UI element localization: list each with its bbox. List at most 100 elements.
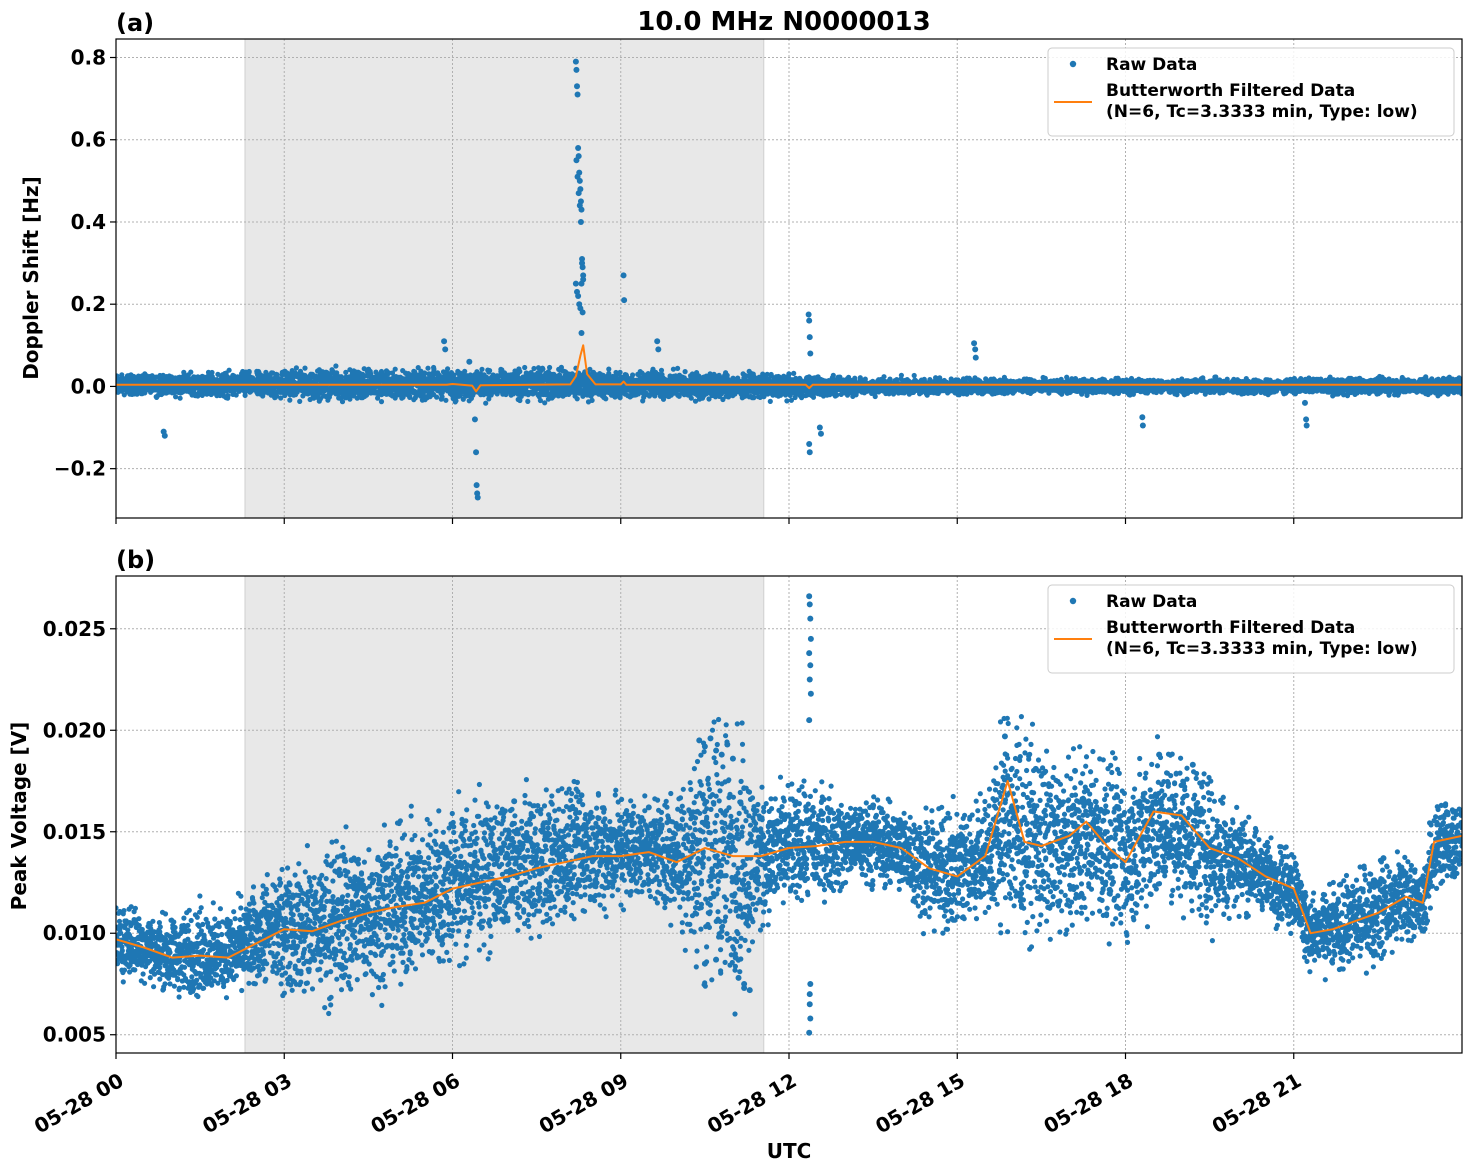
raw-data-point — [579, 260, 585, 266]
raw-data-point — [806, 650, 812, 656]
raw-data-point — [807, 662, 813, 668]
raw-data-point — [1190, 762, 1196, 768]
raw-data-point — [807, 981, 813, 987]
figure-title: 10.0 MHz N0000013 — [637, 7, 930, 37]
y-tick-label: −0.2 — [54, 457, 106, 481]
raw-data-point — [574, 83, 580, 89]
raw-data-point — [578, 330, 584, 336]
x-tick-label: 05-28 09 — [535, 1068, 633, 1138]
raw-data-point — [575, 92, 581, 98]
raw-data-point — [573, 67, 579, 73]
raw-data-point — [806, 311, 812, 317]
raw-data-point — [575, 145, 581, 151]
raw-data-point — [817, 425, 823, 431]
raw-data-point — [466, 359, 472, 365]
panel-a-label: (a) — [116, 9, 154, 37]
raw-data-point — [578, 792, 584, 798]
raw-data-point — [808, 636, 814, 642]
legend-raw-marker — [1070, 598, 1076, 604]
raw-data-point — [818, 431, 824, 437]
raw-data-point — [1303, 416, 1309, 422]
panel-b-label: (b) — [116, 546, 155, 574]
y-tick-label: 0.2 — [71, 292, 106, 316]
raw-data-point — [808, 691, 814, 697]
raw-data-point — [807, 601, 813, 607]
legend-filtered-params: (N=6, Tc=3.3333 min, Type: low) — [1106, 102, 1418, 122]
x-axis-label: UTC — [767, 1139, 812, 1163]
raw-data-point — [806, 1030, 812, 1036]
legend-raw-label: Raw Data — [1106, 55, 1197, 75]
raw-data-point — [1304, 422, 1310, 428]
raw-data-point — [473, 449, 479, 455]
x-tick-label: 05-28 18 — [1039, 1068, 1137, 1138]
raw-data-point — [747, 987, 753, 993]
raw-data-point — [972, 346, 978, 352]
raw-data-point — [807, 1001, 813, 1007]
raw-data-point — [707, 735, 713, 741]
y-tick-label: 0.015 — [43, 820, 106, 844]
panel-a: (a) Doppler Shift [Hz] −0.20.00.20.40.60… — [19, 9, 1464, 524]
legend-filtered-params: (N=6, Tc=3.3333 min, Type: low) — [1106, 639, 1418, 659]
raw-data-point — [577, 203, 583, 209]
raw-data-point — [575, 293, 581, 299]
raw-data-point — [733, 955, 739, 961]
raw-data-point — [806, 593, 812, 599]
raw-data-point — [472, 416, 478, 422]
x-tick-label: 05-28 00 — [30, 1068, 128, 1138]
raw-data-point — [410, 865, 416, 871]
raw-data-point — [655, 346, 661, 352]
x-tick-label: 05-28 03 — [198, 1068, 296, 1138]
panel-b-ylabel: Peak Voltage [V] — [7, 722, 31, 911]
night-shading — [245, 39, 764, 518]
raw-data-point — [807, 334, 813, 340]
raw-data-point — [807, 677, 813, 683]
raw-data-point — [576, 190, 582, 196]
legend: Raw Data Butterworth Filtered Data(N=6, T… — [1048, 48, 1454, 136]
raw-data-point — [578, 219, 584, 225]
raw-data-point — [475, 494, 481, 500]
raw-data-point — [713, 748, 719, 754]
legend-filtered-label: Butterworth Filtered Data — [1106, 618, 1355, 638]
raw-data-point — [1140, 422, 1146, 428]
raw-data-point — [713, 957, 719, 963]
raw-data-point — [741, 985, 747, 991]
y-tick-label: 0.010 — [43, 921, 106, 945]
raw-data-point — [807, 616, 813, 622]
raw-data-point — [807, 449, 813, 455]
raw-data-point — [1033, 766, 1039, 772]
raw-data-point — [807, 351, 813, 357]
x-tick-label: 05-28 21 — [1208, 1068, 1306, 1138]
panel-a-ylabel: Doppler Shift [Hz] — [19, 176, 43, 380]
raw-data-point — [719, 752, 725, 758]
raw-data-point — [441, 338, 447, 344]
x-tick-label: 05-28 12 — [703, 1068, 801, 1138]
raw-data-point — [349, 857, 355, 863]
y-tick-label: 0.020 — [43, 718, 106, 742]
raw-data-point — [1156, 752, 1162, 758]
raw-data-point — [724, 741, 730, 747]
y-tick-label: 0.8 — [71, 46, 106, 70]
raw-data-point — [971, 340, 977, 346]
raw-data-point — [474, 482, 480, 488]
raw-data-point — [736, 975, 742, 981]
raw-data-point — [730, 756, 736, 762]
raw-data-point — [806, 441, 812, 447]
legend-filtered-label: Butterworth Filtered Data — [1106, 81, 1355, 101]
raw-data-point — [807, 991, 813, 997]
raw-data-point — [696, 737, 702, 743]
raw-data-point — [511, 798, 517, 804]
y-tick-label: 0.0 — [71, 374, 106, 398]
raw-data-point — [575, 174, 581, 180]
raw-data-point — [573, 59, 579, 65]
legend-raw-marker — [1070, 61, 1076, 67]
raw-data-point — [442, 346, 448, 352]
x-tick-label: 05-28 15 — [871, 1068, 969, 1138]
raw-data-point — [1002, 733, 1008, 739]
raw-data-point — [621, 272, 627, 278]
y-tick-label: 0.005 — [43, 1023, 106, 1047]
raw-data-point — [621, 297, 627, 303]
y-tick-label: 0.4 — [71, 210, 106, 234]
raw-data-point — [1380, 855, 1386, 861]
raw-data-point — [162, 433, 168, 439]
